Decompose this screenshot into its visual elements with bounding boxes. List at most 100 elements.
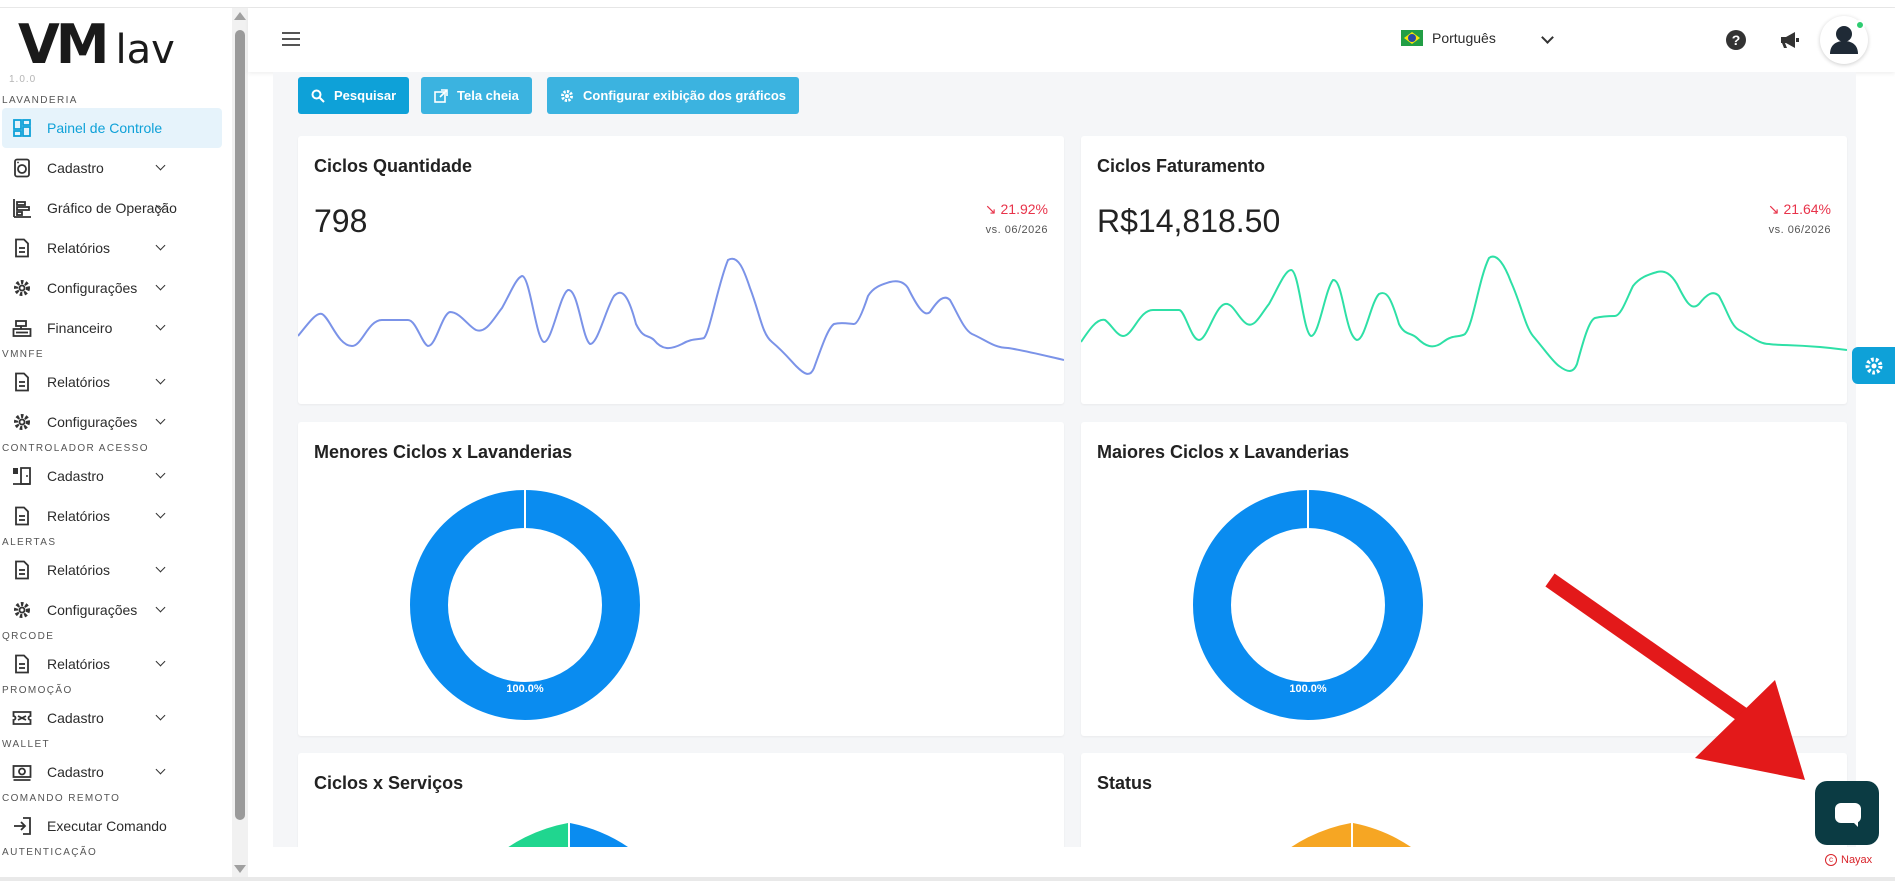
card-title: Menores Ciclos x Lavanderias [314, 442, 573, 462]
sidebar-item-label: Relatórios [47, 508, 111, 524]
sidebar-item-configuracoes[interactable]: Configurações [0, 402, 232, 442]
donut-ring [1193, 490, 1423, 720]
sidebar-item-label: Cadastro [47, 764, 104, 780]
card-ciclos-servicos: Ciclos x Serviços [298, 753, 1064, 847]
sidebar-item-label: Relatórios [47, 240, 111, 256]
money-icon [11, 761, 33, 783]
card-maiores-ciclos: Maiores Ciclos x Lavanderias 100.0% [1081, 422, 1847, 736]
ciclos-faturamento-value: R$14,818.50 [1097, 203, 1281, 239]
chevron-down-icon[interactable] [155, 468, 166, 479]
card-title: Ciclos x Serviços [314, 773, 464, 793]
logo-vm: VM [18, 13, 110, 76]
ciclos-quantidade-value: 798 [314, 203, 368, 239]
pie-slice-orange-right [1353, 823, 1411, 847]
floating-settings-button[interactable] [1852, 347, 1895, 384]
megaphone-icon[interactable] [1779, 31, 1801, 49]
sidebar-item-financeiro[interactable]: Financeiro [0, 308, 232, 348]
chevron-down-icon[interactable] [155, 508, 166, 519]
door-icon [11, 465, 33, 487]
search-icon [311, 89, 325, 103]
fullscreen-button[interactable]: Tela cheia [421, 77, 532, 114]
menores-ciclos-donut-chart[interactable]: 100.0% [408, 488, 642, 722]
sparkline-path [1081, 255, 1847, 372]
chat-widget-button[interactable] [1815, 781, 1879, 845]
donut-ring [410, 490, 640, 720]
status-pie-chart[interactable] [1271, 823, 1431, 847]
configure-charts-label: Configurar exibição dos gráficos [583, 88, 786, 103]
sidebar-item-label: Configurações [47, 602, 138, 618]
scroll-thumb[interactable] [235, 30, 245, 820]
language-selector[interactable]: Português [1401, 30, 1496, 46]
chevron-down-icon[interactable] [155, 764, 166, 775]
fullscreen-button-label: Tela cheia [457, 88, 519, 103]
dashboard-icon [11, 117, 33, 139]
copyright-icon: c [1825, 854, 1837, 866]
chevron-down-icon[interactable] [155, 414, 166, 425]
ciclos-faturamento-sparkline [1081, 255, 1847, 372]
sidebar-item-cadastro[interactable]: Cadastro [0, 698, 232, 738]
sidebar-section-title: CONTROLADOR ACESSO [2, 443, 149, 454]
chevron-down-icon[interactable] [155, 602, 166, 613]
configure-charts-button[interactable]: Configurar exibição dos gráficos [547, 77, 799, 114]
maiores-ciclos-donut-chart[interactable]: 100.0% [1191, 488, 1425, 722]
gear-icon [11, 411, 33, 433]
donut-value-label: 100.0% [506, 683, 544, 695]
washer-icon [11, 157, 33, 179]
sidebar-item-executar-comando[interactable]: Executar Comando [0, 806, 232, 846]
card-ciclos-quantidade: Ciclos Quantidade 798 ↘ 21.92% vs. 06/20… [298, 136, 1064, 404]
app-logo[interactable]: VM lav [18, 13, 175, 76]
user-icon [1830, 26, 1858, 54]
window-top-border [0, 0, 1895, 8]
sidebar-item-label: Relatórios [47, 562, 111, 578]
language-label: Português [1432, 30, 1496, 46]
dashboard-content: Pesquisar Tela cheia Configurar exibição… [273, 72, 1856, 847]
ciclos-faturamento-change: ↘ 21.64% [1767, 201, 1831, 217]
sidebar-item-relatorios[interactable]: Relatórios [0, 496, 232, 536]
sidebar-item-relatorios[interactable]: Relatórios [0, 362, 232, 402]
external-link-icon [434, 88, 448, 103]
search-button[interactable]: Pesquisar [298, 77, 410, 114]
gear-icon [11, 599, 33, 621]
sidebar-item-cadastro[interactable]: Cadastro [0, 148, 232, 188]
help-icon[interactable]: ? [1726, 30, 1746, 50]
chevron-down-icon[interactable] [155, 240, 166, 251]
card-menores-ciclos: Menores Ciclos x Lavanderias 100.0% [298, 422, 1064, 736]
sidebar-item-painel-de-controle[interactable]: Painel de Controle [2, 108, 222, 148]
app-version: 1.0.0 [9, 74, 37, 85]
sidebar-item-label: Configurações [47, 280, 138, 296]
chevron-down-icon[interactable] [155, 374, 166, 385]
sidebar-item-configuracoes[interactable]: Configurações [0, 268, 232, 308]
sidebar-item-relatorios[interactable]: Relatórios [0, 228, 232, 268]
card-title: Maiores Ciclos x Lavanderias [1097, 442, 1350, 462]
scroll-up-arrow-icon[interactable] [234, 12, 246, 20]
gear-icon [1865, 357, 1882, 374]
chevron-down-icon[interactable] [155, 160, 166, 171]
sidebar-item-label: Gráfico de Operação [47, 200, 177, 216]
document-icon [11, 237, 33, 259]
servicos-pie-chart[interactable] [488, 823, 648, 847]
sidebar-item-cadastro[interactable]: Cadastro [0, 456, 232, 496]
nayax-brand[interactable]: c Nayax [1825, 854, 1872, 866]
sidebar-item-cadastro[interactable]: Cadastro [0, 752, 232, 792]
chevron-down-icon[interactable] [155, 562, 166, 573]
sidebar-item-configuracoes[interactable]: Configurações [0, 590, 232, 630]
document-icon [11, 505, 33, 527]
sidebar-scrollbar[interactable] [232, 8, 248, 881]
sidebar-item-grafico-de-operacao[interactable]: Gráfico de Operação [0, 188, 232, 228]
sidebar-item-relatorios[interactable]: Relatórios [0, 644, 232, 684]
top-bar: Português ? [248, 8, 1895, 72]
bar-chart-icon [11, 197, 33, 219]
language-chevron-down-icon[interactable] [1541, 31, 1554, 44]
chevron-down-icon[interactable] [155, 656, 166, 667]
sidebar-item-label: Cadastro [47, 160, 104, 176]
sidebar-section-title: QRCODE [2, 631, 55, 642]
gear-icon [11, 277, 33, 299]
ciclos-faturamento-compare: vs. 06/2026 [1768, 224, 1831, 236]
nayax-label: Nayax [1841, 854, 1873, 866]
chevron-down-icon[interactable] [155, 710, 166, 721]
hamburger-menu-icon[interactable] [282, 32, 300, 46]
scroll-down-arrow-icon[interactable] [234, 865, 246, 873]
chevron-down-icon[interactable] [155, 320, 166, 331]
sidebar-item-relatorios[interactable]: Relatórios [0, 550, 232, 590]
chevron-down-icon[interactable] [155, 280, 166, 291]
